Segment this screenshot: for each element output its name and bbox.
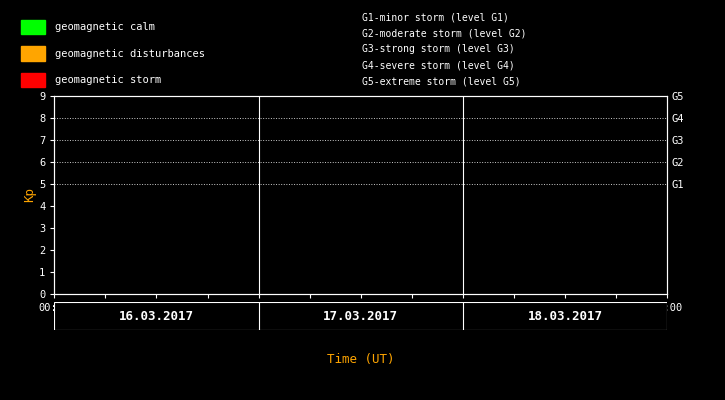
Text: G4-severe storm (level G4): G4-severe storm (level G4): [362, 60, 515, 70]
Text: 17.03.2017: 17.03.2017: [323, 310, 398, 322]
Text: G5-extreme storm (level G5): G5-extreme storm (level G5): [362, 76, 521, 86]
Text: 16.03.2017: 16.03.2017: [119, 310, 194, 322]
Text: geomagnetic disturbances: geomagnetic disturbances: [54, 49, 204, 59]
Text: geomagnetic storm: geomagnetic storm: [54, 75, 161, 85]
Y-axis label: Kp: Kp: [23, 188, 36, 202]
Text: G1-minor storm (level G1): G1-minor storm (level G1): [362, 12, 510, 22]
Text: Time (UT): Time (UT): [327, 354, 394, 366]
Text: G3-strong storm (level G3): G3-strong storm (level G3): [362, 44, 515, 54]
Bar: [21, 20, 44, 34]
Bar: [21, 46, 44, 61]
Text: 18.03.2017: 18.03.2017: [527, 310, 602, 322]
Text: G2-moderate storm (level G2): G2-moderate storm (level G2): [362, 28, 527, 38]
Bar: [21, 73, 44, 87]
Text: geomagnetic calm: geomagnetic calm: [54, 22, 154, 32]
